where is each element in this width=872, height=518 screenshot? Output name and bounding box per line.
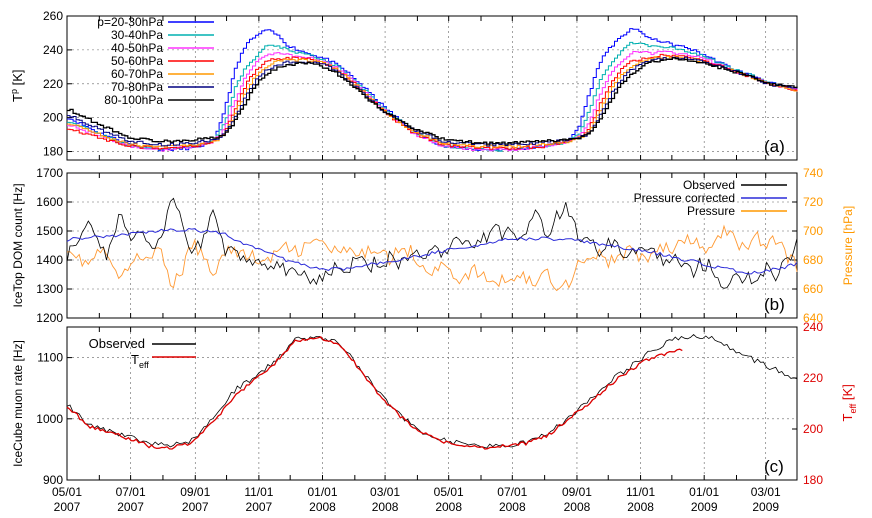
y-tick-label: 1000 [36, 412, 63, 426]
y-label-right-main: T [840, 414, 855, 422]
series-line [67, 28, 798, 152]
y-label-sup: p [9, 89, 19, 94]
x-tick-year: 2007 [54, 500, 81, 514]
x-tick-year: 2007 [117, 500, 144, 514]
y-tick-label: 1600 [36, 195, 63, 209]
y-tick-label-right: 200 [803, 422, 823, 436]
x-tick-year: 2008 [309, 500, 336, 514]
x-tick-label: 09/01 [562, 485, 592, 499]
x-tick-label: 07/01 [497, 485, 527, 499]
x-tick-year: 2008 [564, 500, 591, 514]
plot-frame [66, 326, 798, 481]
panel-label: (c) [764, 457, 784, 476]
legend-teff-sub: eff [139, 360, 149, 370]
y-label-right-sub: eff [848, 403, 858, 413]
legend-label: 40-50hPa [111, 41, 163, 55]
series-line [67, 57, 798, 145]
panel-label: (a) [764, 137, 785, 156]
legend-label: Pressure [687, 204, 735, 218]
series-line-pressure [66, 224, 798, 292]
x-tick-label: 11/01 [244, 485, 273, 499]
x-tick-label: 07/01 [116, 485, 146, 499]
x-tick-label: 01/01 [307, 485, 337, 499]
y-tick-label: 1200 [36, 311, 63, 325]
panel-b: 1200 1300 1400 1500 1600 1700 640 660 680 700 720 7… [11, 166, 855, 325]
y-tick-label: 180 [43, 145, 63, 159]
x-tick-label: 03/01 [751, 485, 781, 499]
y-tick-label-right: 240 [803, 320, 823, 334]
legend-label: 50-60hPa [111, 54, 163, 68]
x-tick-label: 01/01 [689, 485, 719, 499]
y-tick-label: 240 [43, 43, 63, 57]
legend-label: Observed [89, 336, 145, 351]
series-line-observed [66, 197, 798, 289]
legend-teff-main: T [131, 352, 139, 367]
x-tick-year: 2009 [691, 500, 718, 514]
y-axis-label: IceCube muon rate [Hz] [11, 340, 25, 467]
y-tick-label: 1400 [36, 253, 63, 267]
y-tick-label-right: 720 [803, 195, 823, 209]
series-line-corrected [66, 227, 798, 275]
x-axis: 05/01200707/01200709/01200711/01200701/0… [52, 485, 781, 514]
x-tick-year: 2009 [752, 500, 779, 514]
y-tick-label-right: 640 [803, 311, 823, 325]
x-tick-year: 2008 [499, 500, 526, 514]
legend-label: 60-70hPa [111, 67, 163, 81]
y-label-right-unit: [K] [840, 384, 855, 404]
legend-label: 30-40hPa [111, 28, 163, 42]
panel-a: 180 200 220 240 260 p=20-30hPa30-40hPa40-50hP… [9, 9, 798, 161]
y-label-main: T [10, 94, 25, 102]
y-tick-label: 260 [43, 9, 63, 23]
legend-label: Teff [131, 352, 149, 370]
y-tick-label: 220 [43, 77, 63, 91]
y-tick-label-right: 700 [803, 224, 823, 238]
legend-label: 70-80hPa [111, 80, 163, 94]
y-tick-label-right: 680 [803, 253, 823, 267]
panel-label: (b) [764, 295, 785, 314]
y-tick-label-right: 220 [803, 371, 823, 385]
legend-label: Observed [683, 178, 735, 192]
x-tick-label: 03/01 [370, 485, 400, 499]
y-tick-label: 1700 [36, 166, 63, 180]
y-axis-label-right: Teff [K] [840, 384, 858, 421]
legend-label: 80-100hPa [104, 93, 163, 107]
series-line [67, 56, 798, 147]
series-line-observed [66, 334, 798, 449]
y-tick-label-right: 740 [803, 166, 823, 180]
y-axis-label: IceTop DOM count [Hz] [11, 183, 25, 307]
y-tick-label-right: 180 [803, 473, 823, 487]
y-tick-label: 1100 [37, 351, 63, 365]
x-tick-year: 2008 [372, 500, 399, 514]
y-axis-label-right: Pressure [hPa] [841, 206, 855, 285]
y-tick-label-right: 660 [803, 282, 823, 296]
y-tick-label: 900 [43, 473, 63, 487]
x-tick-label: 09/01 [180, 485, 210, 499]
legend-label: Pressure corrected [634, 191, 735, 205]
y-tick-label: 1300 [36, 282, 63, 296]
panel-c: 90010001100180200220240ObservedTeffIceCu… [11, 320, 858, 487]
x-tick-year: 2007 [246, 500, 273, 514]
y-axis-label: Tp [K] [9, 70, 25, 102]
y-label-unit: [K] [10, 70, 25, 90]
x-tick-year: 2008 [435, 500, 462, 514]
x-tick-label: 05/01 [434, 485, 464, 499]
x-tick-year: 2008 [627, 500, 654, 514]
plot-frame [66, 172, 798, 319]
legend-label: p=20-30hPa [97, 15, 163, 29]
x-tick-year: 2007 [182, 500, 209, 514]
series-line-teff [66, 336, 683, 450]
y-tick-label: 1500 [36, 224, 63, 238]
y-tick-label: 200 [43, 111, 63, 125]
x-tick-label: 11/01 [626, 485, 655, 499]
x-tick-label: 05/01 [52, 485, 82, 499]
